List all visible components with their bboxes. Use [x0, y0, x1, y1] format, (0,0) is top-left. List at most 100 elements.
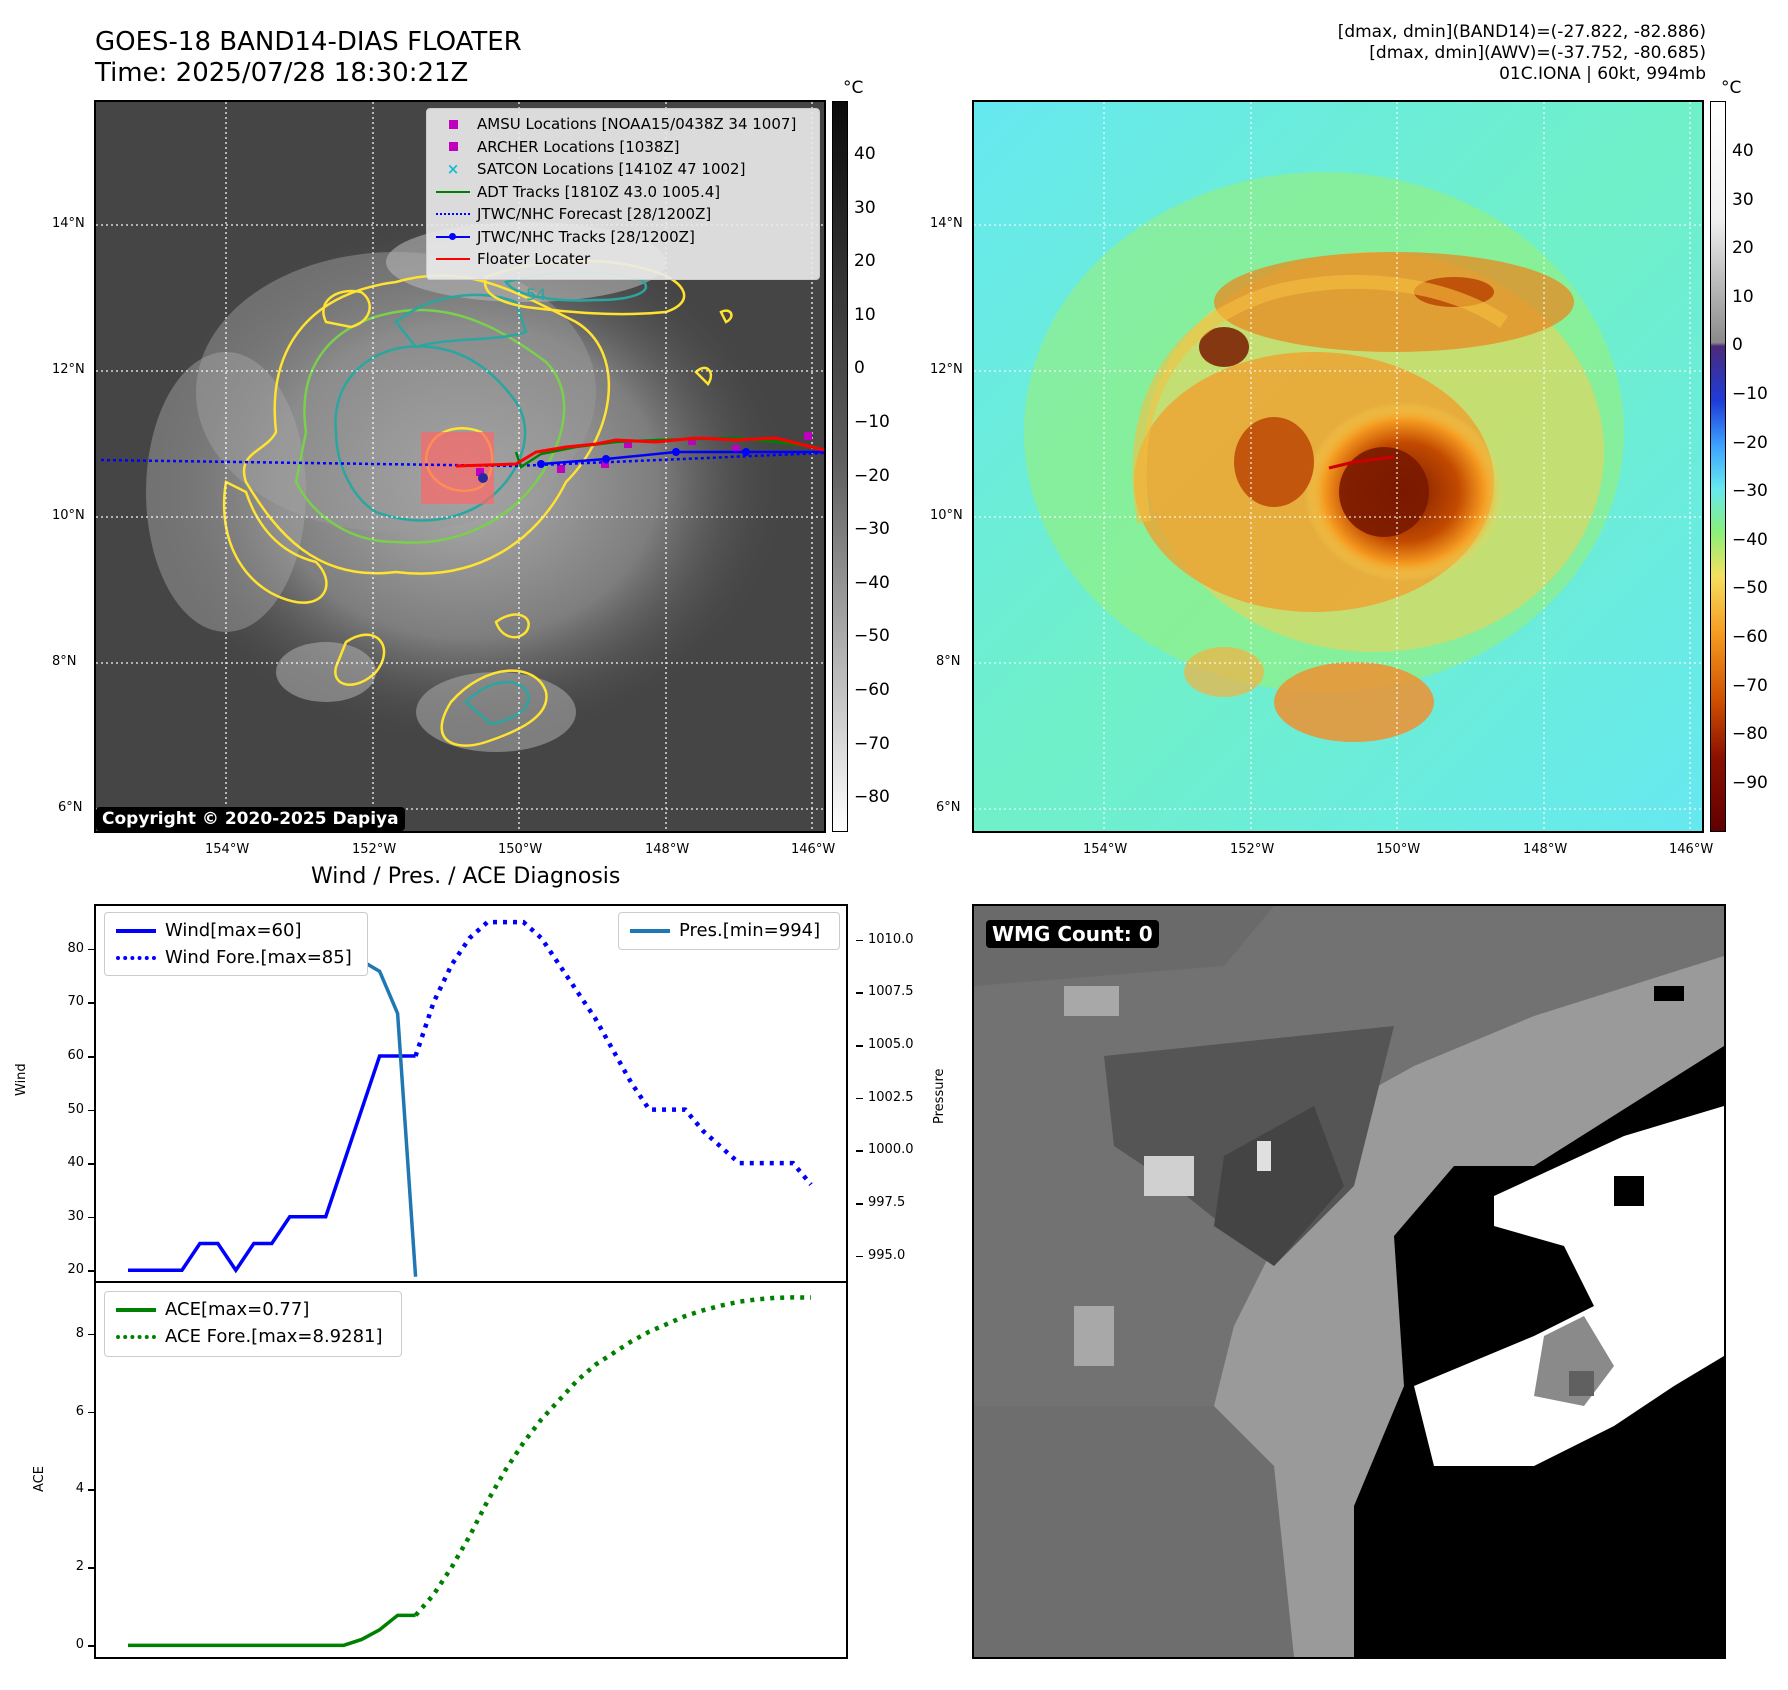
axis-tick-label: 995.0 — [868, 1247, 906, 1263]
lat-label: 10°N — [52, 508, 85, 523]
colorbar-tick-label: 20 — [1732, 238, 1754, 259]
wind-forecast-line — [413, 919, 813, 1187]
map2-gridlines — [974, 102, 1702, 831]
axis-tick-mark — [88, 1333, 95, 1336]
axis-tick-label: 1002.5 — [868, 1089, 914, 1105]
pressure-legend: Pres.[min=994] — [618, 912, 840, 950]
axis-tick-label: 80 — [67, 940, 84, 956]
colorbar-unit: °C — [843, 78, 864, 98]
wmg-white-zone — [1414, 1106, 1724, 1466]
colorbar-color — [1710, 101, 1726, 832]
colorbar-tick-label: −10 — [854, 412, 890, 432]
floater-locater-line — [455, 436, 824, 468]
axis-tick-mark — [88, 1270, 95, 1272]
axis-tick-mark — [88, 1645, 95, 1647]
colorbar-tick-label: −60 — [854, 680, 890, 700]
lon-label: 152°W — [1230, 842, 1275, 857]
legend-pressure: Pres.[min=994] — [627, 917, 831, 944]
axis-tick-mark — [856, 1097, 863, 1100]
axis-tick-label: 0 — [75, 1637, 84, 1653]
map2-track — [1328, 455, 1395, 470]
forecast-track — [100, 451, 824, 468]
colorbar-tick-label: −20 — [854, 465, 890, 486]
legend-ace: ACE[max=0.77] — [113, 1296, 393, 1323]
figure-time: Time: 2025/07/28 18:30:21Z — [95, 58, 469, 88]
lat-label: 14°N — [930, 216, 963, 231]
wmg-dark-zone — [974, 906, 1724, 1406]
colorbar-tick-label: −90 — [1732, 772, 1768, 793]
lon-label: 154°W — [205, 842, 250, 857]
axis-tick-label: 1005.0 — [868, 1037, 914, 1053]
axis-tick-label: 1007.5 — [868, 984, 914, 1000]
axis-tick-label: 30 — [67, 1208, 84, 1224]
colorbar-tick-label: 10 — [1732, 286, 1754, 307]
axis-tick-mark — [88, 948, 95, 951]
lat-label: 10°N — [930, 508, 963, 523]
lat-label: 6°N — [936, 800, 961, 815]
lat-label: 14°N — [52, 216, 85, 231]
legend-row-forecast: JTWC/NHC Forecast [28/1200Z] — [435, 203, 811, 226]
lat-label: 8°N — [936, 654, 961, 669]
legend-row-floater: Floater Locater — [435, 248, 811, 271]
awv-range: [dmax, dmin](AWV)=(-37.752, -80.685) — [1369, 43, 1706, 63]
axis-tick-mark — [856, 1203, 863, 1205]
ace-line — [128, 1613, 416, 1648]
axis-tick-label: 50 — [67, 1101, 84, 1117]
axis-tick-mark — [88, 1163, 95, 1165]
axis-tick-mark — [856, 939, 863, 942]
lon-label: 146°W — [1669, 842, 1714, 857]
axis-tick-label: 2 — [75, 1559, 84, 1575]
colorbar-tick-label: 10 — [854, 304, 876, 325]
axis-tick-mark — [856, 1150, 863, 1152]
wind-legend: Wind[max=60] Wind Fore.[max=85] — [104, 912, 368, 976]
colorbar-tick-label: −50 — [854, 626, 890, 647]
ace-panel: ACE[max=0.77] ACE Fore.[max=8.9281] — [94, 1281, 848, 1659]
pressure-axis-label: Pressure — [932, 1068, 947, 1124]
axis-tick-mark — [88, 1002, 95, 1004]
colorbar-tick-label: 30 — [854, 197, 876, 218]
axis-tick-label: 6 — [75, 1403, 84, 1419]
ace-plot — [128, 1295, 812, 1648]
ace-forecast-line — [413, 1295, 812, 1617]
colorbar-tick-label: −30 — [1732, 481, 1768, 502]
colorbar-tick-label: 0 — [1732, 335, 1743, 356]
jtwc-track-points — [537, 448, 750, 468]
legend-row-satcon: × SATCON Locations [1410Z 47 1002] — [446, 160, 746, 179]
axis-tick-label: 997.5 — [868, 1195, 906, 1211]
contour-label: 54 — [526, 285, 546, 304]
storm-info: 01C.IONA | 60kt, 994mb — [1499, 64, 1706, 84]
legend-row-jtwc: JTWC/NHC Tracks [28/1200Z] — [435, 226, 811, 249]
axis-tick-mark — [856, 1255, 863, 1258]
axis-tick-label: 1000.0 — [868, 1142, 914, 1158]
lat-label: 12°N — [52, 362, 85, 377]
lat-label: 12°N — [930, 362, 963, 377]
axis-tick-label: 40 — [67, 1155, 84, 1171]
diagnosis-title: Wind / Pres. / ACE Diagnosis — [311, 864, 621, 889]
axis-tick-mark — [88, 1489, 95, 1491]
axis-tick-mark — [88, 1056, 95, 1058]
lat-label: 6°N — [58, 800, 83, 815]
band14-range: [dmax, dmin](BAND14)=(-27.822, -82.886) — [1337, 22, 1706, 42]
colorbar-tick-label: 30 — [1732, 189, 1754, 210]
legend-row-amsu: AMSU Locations [NOAA15/0438Z 34 1007] — [435, 113, 811, 136]
colorbar-tick-label: −50 — [1732, 578, 1768, 599]
colorbar-gray — [832, 101, 848, 832]
lon-label: 148°W — [1523, 842, 1568, 857]
axis-tick-label: 70 — [67, 994, 84, 1010]
lon-label: 154°W — [1083, 842, 1128, 857]
colorbar-tick-label: −80 — [854, 787, 890, 808]
axis-tick-mark — [88, 1216, 95, 1219]
wind-pressure-panel: Wind[max=60] Wind Fore.[max=85] Pres.[mi… — [94, 904, 848, 1283]
lon-label: 148°W — [645, 842, 690, 857]
color-ir-map-panel — [972, 100, 1704, 833]
figure-title: GOES-18 BAND14-DIAS FLOATER — [95, 27, 522, 57]
axis-tick-mark — [856, 992, 863, 994]
colorbar-tick-label: −40 — [854, 572, 890, 593]
color-ir-map-svg — [974, 102, 1702, 831]
wmg-count-badge: WMG Count: 0 — [986, 920, 1159, 948]
colorbar-tick-label: 0 — [854, 358, 865, 379]
legend-row-adt: ADT Tracks [1810Z 43.0 1005.4] — [435, 181, 811, 204]
colorbar-tick-label: 40 — [854, 144, 876, 164]
lon-label: 146°W — [791, 842, 836, 857]
wmg-image — [974, 906, 1724, 1657]
